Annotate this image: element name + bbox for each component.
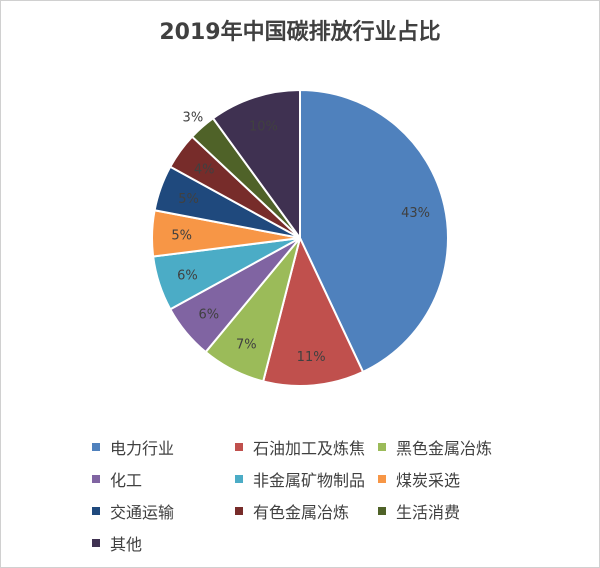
legend-swatch	[235, 475, 243, 483]
pie-slice-1	[299, 88, 449, 374]
legend-label: 石油加工及炼焦	[253, 439, 366, 458]
legend-swatch	[235, 507, 243, 515]
legend-label: 其他	[110, 535, 143, 554]
legend-label: 电力行业	[110, 439, 175, 458]
legend-swatch	[92, 539, 100, 547]
legend-label: 非金属矿物制品	[253, 471, 366, 490]
legend-label: 化工	[110, 471, 143, 490]
pie-slice-10	[211, 88, 301, 242]
legend-item: 电力行业	[92, 435, 174, 459]
legend-item: 石油加工及炼焦	[235, 435, 365, 459]
legend-label: 交通运输	[110, 503, 175, 522]
legend-swatch	[235, 443, 243, 451]
legend-label: 生活消费	[396, 503, 461, 522]
legend-item: 生活消费	[378, 499, 460, 523]
legend-swatch	[92, 507, 100, 515]
legend-item: 交通运输	[92, 499, 174, 523]
legend-swatch	[378, 443, 386, 451]
legend-item: 其他	[92, 531, 142, 555]
slice-data-label-1: 43%	[401, 206, 430, 221]
legend-label: 黑色金属冶炼	[396, 439, 493, 458]
slice-data-label-10: 10%	[249, 119, 278, 134]
legend-item: 有色金属冶炼	[235, 499, 349, 523]
slice-data-label-3: 7%	[236, 338, 257, 353]
legend-swatch	[92, 475, 100, 483]
slice-data-label-7: 5%	[178, 192, 199, 207]
legend-swatch	[378, 475, 386, 483]
slice-data-label-8: 4%	[194, 162, 215, 177]
chart-title: 2019年中国碳排放行业占比	[159, 20, 441, 45]
slice-data-label-4: 6%	[198, 307, 219, 322]
legend-label: 煤炭采选	[396, 471, 461, 490]
slice-data-label-2: 11%	[297, 350, 326, 365]
legend-swatch	[378, 507, 386, 515]
legend-item: 黑色金属冶炼	[378, 435, 492, 459]
legend-item: 非金属矿物制品	[235, 467, 365, 491]
slice-data-label-6: 5%	[171, 228, 192, 243]
legend-item: 化工	[92, 467, 142, 491]
slice-data-label-9: 3%	[183, 110, 204, 125]
legend-item: 煤炭采选	[378, 467, 460, 491]
legend-label: 有色金属冶炼	[253, 503, 350, 522]
pie-slice-2	[261, 235, 365, 387]
slice-data-label-5: 6%	[177, 269, 198, 284]
legend-swatch	[92, 443, 100, 451]
